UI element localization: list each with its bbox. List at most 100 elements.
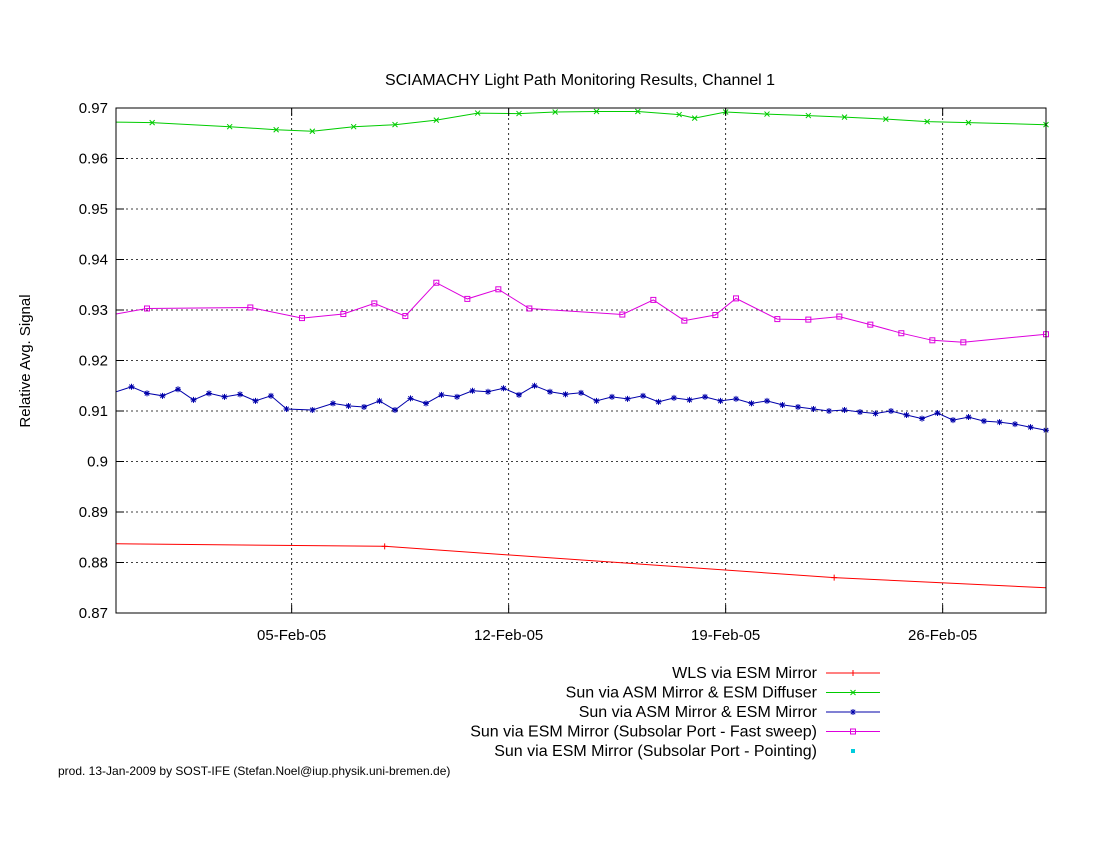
legend-entry: Sun via ASM Mirror & ESM Diffuser <box>566 685 880 702</box>
data-point-marker <box>299 315 305 322</box>
data-point-marker <box>950 417 956 424</box>
data-point-marker <box>634 108 641 115</box>
data-point-marker <box>175 386 181 393</box>
data-point-marker <box>376 397 383 404</box>
data-point-marker <box>562 391 569 398</box>
data-point-marker <box>392 121 398 128</box>
data-point-marker <box>433 117 440 123</box>
data-point-marker <box>371 300 378 307</box>
data-point-marker <box>924 118 931 125</box>
data-point-marker <box>474 110 481 116</box>
data-point-marker <box>423 400 429 407</box>
data-point-marker <box>438 391 445 398</box>
series-line <box>115 385 1047 431</box>
y-axis-label: Relative Avg. Signal <box>17 294 34 427</box>
data-point-marker <box>485 388 491 395</box>
data-point-marker <box>609 393 615 400</box>
y-tick-label: 0.95 <box>79 201 108 218</box>
data-point-marker <box>640 392 646 399</box>
y-tick-label: 0.91 <box>79 403 108 420</box>
data-point-marker <box>144 390 150 397</box>
series-line <box>115 543 1047 589</box>
y-tick-label: 0.89 <box>79 504 108 521</box>
data-point-marker <box>578 389 584 396</box>
data-point-marker <box>1027 424 1034 431</box>
data-point-marker <box>764 111 770 117</box>
data-point-marker <box>619 311 626 318</box>
data-point-marker <box>733 295 739 302</box>
data-point-marker <box>850 670 856 676</box>
data-point-marker <box>593 397 600 404</box>
data-point-marker <box>650 296 657 303</box>
data-point-marker <box>552 109 559 115</box>
data-point-marker <box>867 321 874 328</box>
data-point-marker <box>309 128 316 135</box>
data-point-marker <box>190 396 197 403</box>
data-point-marker <box>717 397 724 404</box>
data-point-marker <box>748 400 755 407</box>
data-point-marker <box>898 330 905 337</box>
y-tick-label: 0.96 <box>79 151 108 168</box>
data-point-marker <box>733 395 739 402</box>
production-credit: prod. 13-Jan-2009 by SOST-IFE (Stefan.No… <box>58 764 451 778</box>
y-tick-label: 0.94 <box>79 252 108 269</box>
y-tick-label: 0.9 <box>87 454 108 471</box>
x-tick-label: 12-Feb-05 <box>474 627 543 644</box>
data-point-marker <box>516 391 522 398</box>
data-point-marker <box>464 295 471 302</box>
data-point-marker <box>841 114 848 120</box>
y-tick-label: 0.97 <box>79 100 108 117</box>
series-2 <box>115 108 1049 135</box>
data-point-marker <box>965 119 972 126</box>
chart-title: SCIAMACHY Light Path Monitoring Results,… <box>385 72 775 89</box>
data-point-marker <box>960 339 967 346</box>
data-point-marker <box>774 316 781 323</box>
gridlines <box>116 108 1046 613</box>
data-point-marker <box>206 390 212 397</box>
data-point-marker <box>655 398 662 405</box>
y-tick-label: 0.93 <box>79 302 108 319</box>
data-point-marker <box>273 126 280 133</box>
data-point-marker <box>526 305 533 312</box>
legend-entry: Sun via ESM Mirror (Subsolar Port - Poin… <box>494 743 855 760</box>
data-point-marker <box>221 393 228 400</box>
data-point-marker <box>996 419 1003 426</box>
data-point-marker <box>872 410 879 417</box>
data-point-marker <box>345 402 352 409</box>
data-point-marker <box>965 414 972 421</box>
data-point-marker <box>350 123 357 130</box>
data-point-marker <box>686 396 693 403</box>
data-point-marker <box>836 313 843 320</box>
x-tick-label: 19-Feb-05 <box>691 627 760 644</box>
data-point-marker <box>407 395 414 402</box>
data-point-marker <box>850 689 856 696</box>
data-point-marker <box>681 317 688 324</box>
legend-entry: Sun via ESM Mirror (Subsolar Port - Fast… <box>470 724 880 741</box>
legend-label: Sun via ASM Mirror & ESM Mirror <box>579 704 818 721</box>
data-point-marker <box>402 313 409 320</box>
data-point-marker <box>929 337 936 344</box>
data-point-marker <box>1012 421 1018 428</box>
data-point-marker <box>531 382 538 389</box>
data-point-marker <box>919 415 925 422</box>
data-point-marker <box>144 305 150 312</box>
data-point-marker <box>795 403 801 410</box>
data-point-marker <box>226 123 233 130</box>
y-tick-label: 0.87 <box>79 605 108 622</box>
y-axis-ticks: 0.87 0.88 0.89 0.9 0.91 0.92 0.93 0.94 0.95 0.96 0… <box>79 100 1046 622</box>
data-point-marker <box>268 392 274 399</box>
data-point-marker <box>857 409 863 416</box>
data-point-marker <box>850 709 856 715</box>
data-point-marker <box>903 412 910 419</box>
data-point-marker <box>981 418 987 425</box>
legend-entry: Sun via ASM Mirror & ESM Mirror <box>579 704 880 721</box>
series-4 <box>115 279 1049 346</box>
legend-label: Sun via ASM Mirror & ESM Diffuser <box>566 685 818 702</box>
y-tick-label: 0.92 <box>79 353 108 370</box>
data-point-marker <box>888 408 894 414</box>
data-point-marker <box>810 405 817 412</box>
y-tick-label: 0.88 <box>79 555 108 572</box>
data-point-marker <box>361 403 367 410</box>
data-point-marker <box>593 108 600 115</box>
